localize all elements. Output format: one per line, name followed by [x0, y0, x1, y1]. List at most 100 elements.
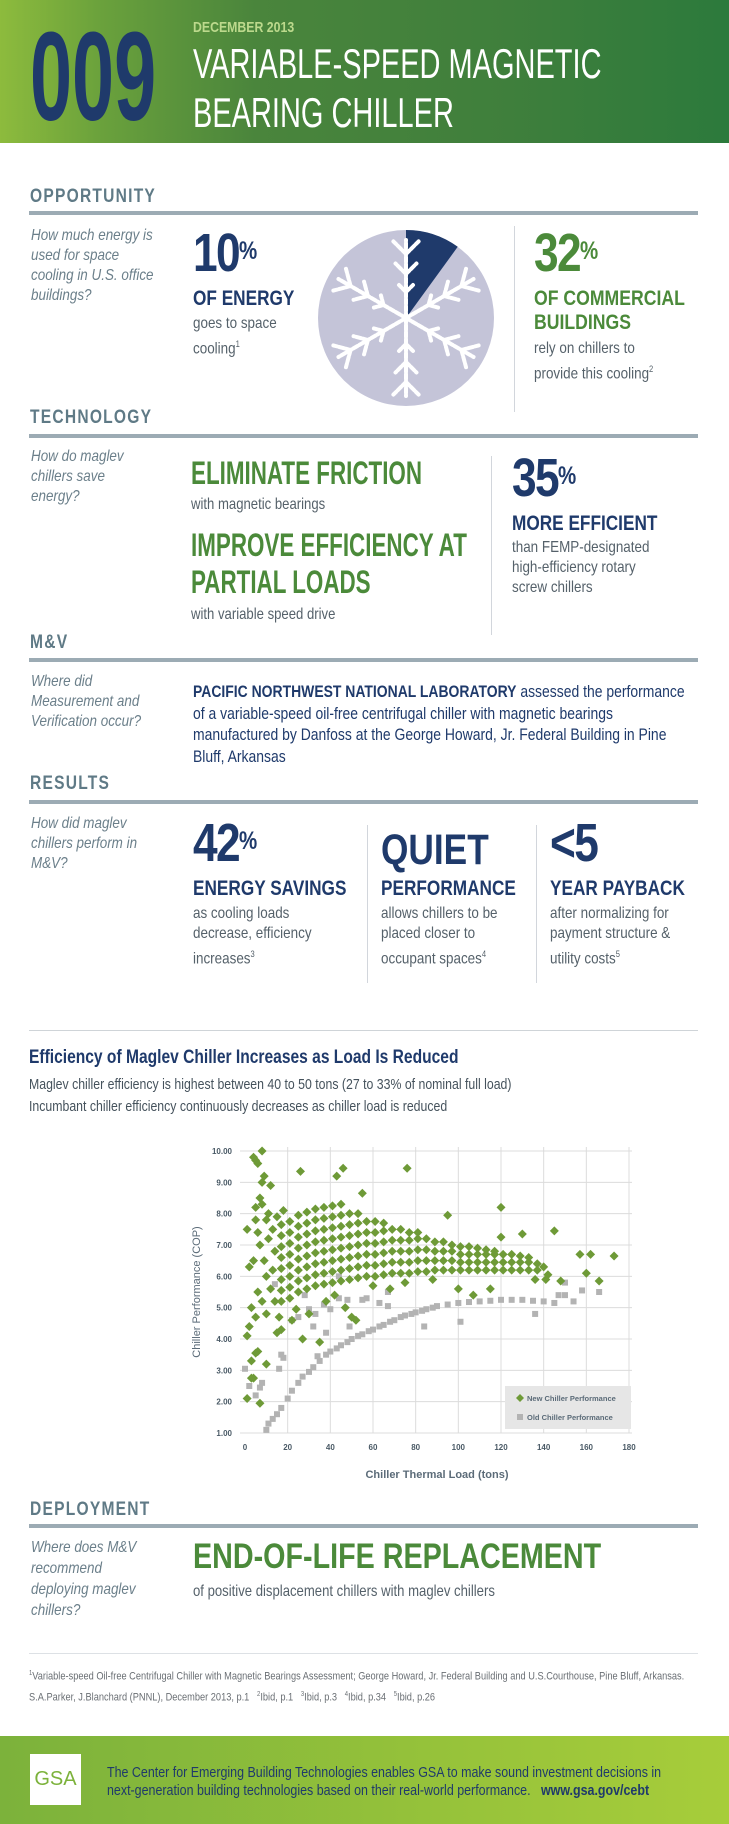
footer: GSA The Center for Emerging Building Tec…	[0, 1736, 729, 1824]
section-rule	[29, 211, 698, 215]
old-chiller-point	[359, 1331, 366, 1338]
new-chiller-point	[251, 1155, 261, 1165]
stat-unit: %	[238, 237, 258, 265]
new-chiller-point	[464, 1257, 474, 1267]
column-divider	[367, 825, 368, 983]
new-chiller-point	[609, 1251, 619, 1261]
new-chiller-point	[517, 1229, 527, 1239]
deployment-text: of positive displacement chillers with m…	[193, 1583, 495, 1600]
y-tick-label: 6.00	[216, 1272, 232, 1281]
old-chiller-point	[271, 1281, 278, 1288]
new-chiller-point	[430, 1256, 440, 1266]
new-chiller-point	[496, 1232, 506, 1242]
old-chiller-point	[333, 1345, 340, 1352]
new-chiller-point	[362, 1238, 372, 1248]
x-tick-label: 120	[494, 1443, 508, 1452]
new-chiller-point	[246, 1303, 256, 1313]
new-chiller-point	[327, 1256, 337, 1266]
new-chiller-point	[379, 1237, 389, 1247]
new-chiller-point	[285, 1271, 295, 1281]
new-chiller-point	[330, 1290, 340, 1300]
new-chiller-point	[404, 1235, 414, 1245]
new-chiller-point	[276, 1296, 286, 1306]
column-divider	[491, 456, 492, 635]
new-chiller-point	[507, 1265, 517, 1275]
x-tick-label: 160	[580, 1443, 594, 1452]
legend-label: Old Chiller Performance	[527, 1413, 613, 1422]
old-chiller-point	[320, 1301, 327, 1308]
new-chiller-point	[473, 1257, 483, 1267]
new-chiller-point	[253, 1287, 263, 1297]
old-chiller-point	[314, 1353, 321, 1360]
result-label: ENERGY SAVINGS	[193, 877, 347, 900]
old-chiller-point	[562, 1292, 568, 1299]
old-chiller-point	[346, 1323, 353, 1330]
new-chiller-point	[242, 1394, 252, 1404]
new-chiller-point	[370, 1271, 380, 1281]
new-chiller-point	[541, 1274, 551, 1284]
new-chiller-point	[336, 1254, 346, 1264]
new-chiller-point	[532, 1265, 542, 1275]
stat-description: than FEMP-designated high-efficiency rot…	[512, 539, 650, 596]
new-chiller-point	[455, 1257, 465, 1267]
old-chiller-point	[579, 1287, 586, 1294]
y-tick-label: 3.00	[216, 1366, 232, 1375]
new-chiller-point	[327, 1267, 337, 1277]
new-chiller-point	[396, 1235, 406, 1245]
new-chiller-point	[379, 1248, 389, 1258]
new-chiller-point	[266, 1284, 276, 1294]
footer-link[interactable]: www.gsa.gov/cebt	[540, 1782, 650, 1799]
new-chiller-point	[278, 1206, 288, 1216]
old-chiller-point	[310, 1323, 317, 1330]
x-tick-label: 0	[243, 1443, 248, 1452]
old-chiller-point	[370, 1326, 376, 1333]
result-value: QUIET	[381, 826, 489, 874]
new-chiller-point	[327, 1278, 337, 1288]
old-chiller-point	[288, 1387, 295, 1394]
section-rule	[29, 1524, 698, 1528]
new-chiller-point	[586, 1249, 596, 1259]
old-chiller-point	[402, 1312, 408, 1319]
new-chiller-point	[327, 1223, 337, 1233]
new-chiller-point	[249, 1152, 259, 1162]
new-chiller-point	[259, 1171, 269, 1181]
energy-share-pie	[318, 230, 494, 406]
stat-description: rely on chillers to provide this cooling…	[534, 340, 654, 383]
legend-label: New Chiller Performance	[527, 1394, 616, 1403]
old-chiller-point	[327, 1306, 334, 1313]
y-tick-label: 10.00	[212, 1147, 233, 1156]
new-chiller-point	[319, 1257, 329, 1267]
new-chiller-point	[340, 1303, 350, 1313]
new-chiller-point	[353, 1218, 363, 1228]
new-chiller-point	[353, 1229, 363, 1239]
new-chiller-point	[421, 1234, 431, 1244]
new-chiller-point	[319, 1268, 329, 1278]
new-chiller-point	[268, 1224, 278, 1234]
old-chiller-point	[276, 1365, 283, 1372]
new-chiller-point	[370, 1260, 380, 1270]
new-chiller-point	[447, 1246, 457, 1256]
old-chiller-point	[256, 1384, 263, 1391]
header-banner: 009 DECEMBER 2013 VARIABLE-SPEED MAGNETI…	[0, 0, 729, 143]
new-chiller-point	[396, 1257, 406, 1267]
new-chiller-point	[276, 1285, 286, 1295]
new-chiller-point	[404, 1246, 414, 1256]
new-chiller-point	[302, 1207, 312, 1217]
mv-lab-name: PACIFIC NORTHWEST NATIONAL LABORATORY	[193, 682, 517, 701]
old-chiller-point	[312, 1310, 319, 1317]
new-chiller-point	[438, 1256, 448, 1266]
new-chiller-point	[485, 1284, 495, 1294]
new-chiller-point	[345, 1253, 355, 1263]
opportunity-question: How much energy is used for space coolin…	[31, 227, 154, 304]
old-chiller-point	[540, 1298, 547, 1305]
new-chiller-point	[351, 1315, 361, 1325]
old-chiller-point	[570, 1298, 577, 1305]
new-chiller-point	[464, 1242, 474, 1252]
deployment-title: END-OF-LIFE REPLACEMENT	[193, 1537, 602, 1576]
new-chiller-point	[319, 1202, 329, 1212]
new-chiller-point	[594, 1276, 604, 1286]
new-chiller-point	[310, 1259, 320, 1269]
new-chiller-point	[362, 1249, 372, 1259]
new-chiller-point	[370, 1227, 380, 1237]
benefit-text: with magnetic bearings	[191, 496, 326, 513]
